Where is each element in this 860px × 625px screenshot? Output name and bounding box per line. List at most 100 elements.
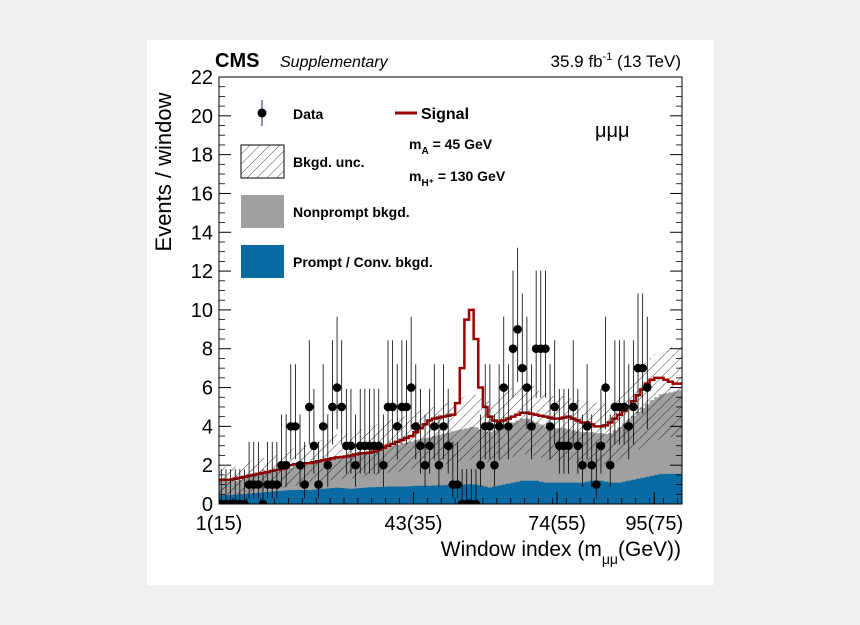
prompt-bin	[367, 487, 373, 504]
y-axis: 0 2 4 6 8 10 12 14 16 18 20 22	[191, 67, 682, 516]
nonprompt-bin	[677, 390, 682, 504]
uncertainty-bin	[649, 357, 655, 443]
prompt-bin	[482, 486, 488, 504]
prompt-bin	[344, 488, 350, 504]
data-point	[332, 383, 342, 392]
prompt-bin	[297, 490, 303, 504]
nonprompt-bin	[635, 411, 641, 504]
data-point	[281, 460, 291, 470]
uncertainty-bin	[594, 402, 600, 464]
data-point	[564, 441, 573, 451]
mass-h-label: mH⁺ = 130 GeV	[409, 168, 506, 189]
prompt-bin	[598, 480, 604, 504]
data-point	[346, 441, 356, 451]
data-point	[541, 344, 550, 354]
cms-histogram-chart: CMS Supplementary 35.9 fb-1 (13 TeV) 0 2 4…	[151, 50, 683, 567]
nonprompt-bin	[306, 464, 312, 504]
y-tick-label: 4	[202, 416, 213, 438]
data-point	[374, 441, 384, 451]
prompt-bin	[663, 473, 669, 504]
legend-signal-label: Signal	[421, 106, 469, 123]
data-point	[476, 460, 485, 470]
data-point	[272, 480, 282, 489]
uncertainty-bin	[510, 388, 516, 457]
prompt-bin	[353, 488, 359, 504]
y-tick-label: 0	[202, 494, 213, 516]
nonprompt-bin	[631, 415, 637, 504]
prompt-bin	[543, 482, 549, 504]
uncertainty-bin	[663, 348, 669, 438]
data-point	[406, 383, 416, 392]
data-point	[582, 422, 592, 431]
data-point	[642, 383, 652, 392]
nonprompt-bin	[654, 397, 660, 504]
y-axis-title: Events / window	[151, 92, 176, 251]
prompt-bin	[552, 482, 558, 504]
nonprompt-bin	[547, 427, 553, 504]
data-point	[351, 460, 360, 470]
nonprompt-bin	[668, 392, 674, 504]
prompt-bin	[427, 485, 433, 504]
prompt-bin	[644, 476, 650, 504]
prompt-bin	[519, 480, 525, 504]
nonprompt-bin	[348, 455, 354, 504]
legend-bkgd-unc-swatch	[240, 144, 285, 179]
data-point	[425, 441, 434, 451]
prompt-bin	[538, 481, 544, 504]
nonprompt-bin	[649, 400, 655, 504]
nonprompt-bin	[584, 432, 590, 504]
nonprompt-bin	[552, 428, 558, 504]
prompt-bin	[320, 488, 326, 504]
nonprompt-bin	[473, 427, 479, 504]
prompt-bin	[413, 485, 419, 504]
nonprompt-bin	[357, 453, 363, 504]
legend-prompt-swatch	[241, 245, 284, 278]
data-point	[499, 383, 509, 392]
prompt-bin	[547, 482, 553, 504]
prompt-bin	[376, 486, 382, 504]
nonprompt-bin	[459, 429, 465, 504]
nonprompt-bin	[487, 432, 493, 504]
prompt-bin	[603, 481, 609, 504]
prompt-bin	[478, 485, 484, 504]
uncertainty-bin	[390, 419, 396, 472]
nonprompt-bin	[431, 436, 438, 504]
data-point	[314, 480, 323, 489]
nonprompt-bin	[404, 442, 410, 504]
prompt-bin	[436, 485, 442, 504]
x-tick-label: 74(55)	[528, 513, 586, 535]
data-point	[291, 422, 300, 431]
prompt-bin	[584, 481, 590, 504]
nonprompt-bin	[644, 404, 650, 504]
prompt-bin	[390, 486, 396, 504]
nonprompt-bin	[464, 428, 470, 504]
uncertainty-bin	[293, 447, 299, 486]
uncertainty-bin	[654, 354, 660, 441]
data-point	[328, 402, 337, 412]
prompt-bin	[418, 485, 424, 504]
data-point	[420, 460, 430, 470]
nonprompt-bin	[344, 456, 350, 504]
nonprompt-bin	[506, 424, 512, 504]
prompt-bin	[441, 485, 447, 504]
nonprompt-bin	[385, 446, 391, 504]
data-point	[504, 422, 513, 431]
uncertainty-bin	[455, 398, 461, 462]
nonprompt-bin	[339, 456, 345, 504]
nonprompt-bin	[612, 430, 618, 504]
data-point	[379, 460, 388, 470]
nonprompt-bin	[334, 456, 340, 504]
y-tick-label: 16	[191, 183, 213, 205]
y-tick-label: 8	[202, 339, 213, 361]
prompt-bin	[640, 477, 646, 504]
data-point	[443, 441, 453, 451]
nonprompt-bin	[399, 443, 405, 504]
nonprompt-bin	[482, 431, 488, 504]
prompt-bin	[654, 474, 660, 504]
prompt-bin	[529, 480, 535, 504]
nonprompt-bin	[640, 407, 646, 504]
nonprompt-bin	[603, 434, 609, 504]
legend-prompt-label: Prompt / Conv. bkgd.	[293, 254, 433, 270]
nonprompt-bin	[371, 450, 377, 504]
legend-bkgd-unc-label: Bkgd. unc.	[293, 154, 365, 170]
